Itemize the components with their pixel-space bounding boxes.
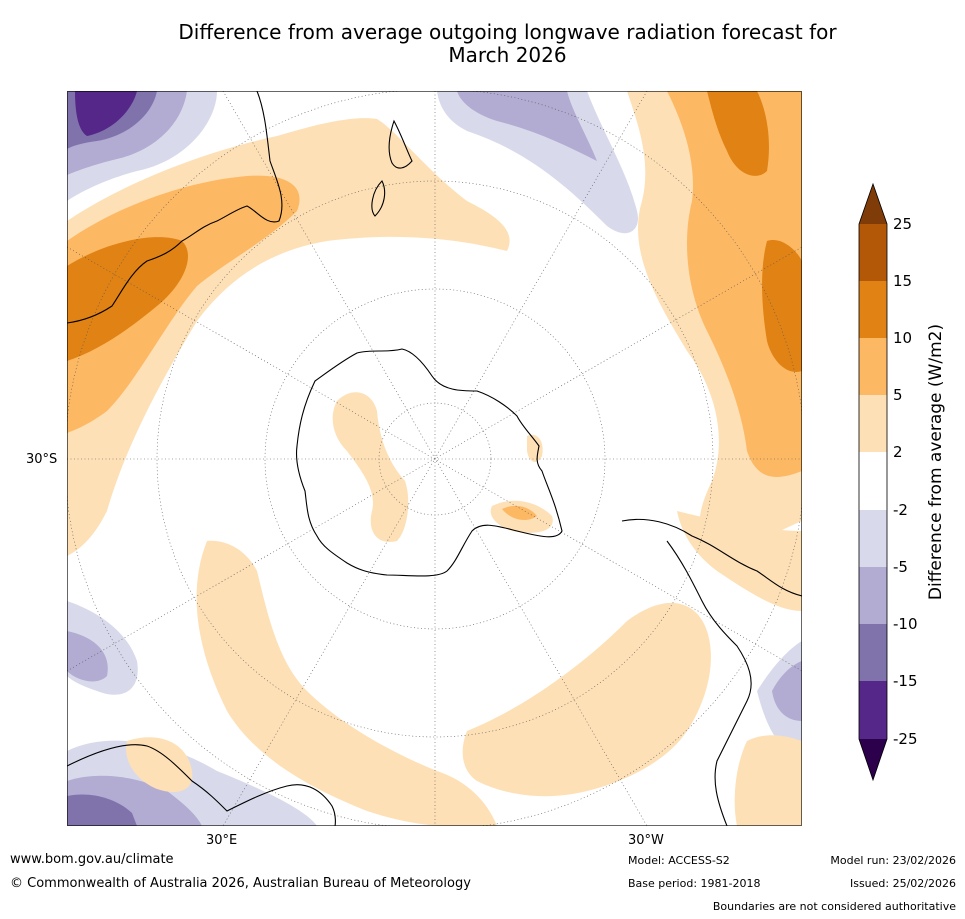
colorbar-band <box>859 281 887 338</box>
copyright-text: © Commonwealth of Australia 2026, Austra… <box>10 876 471 891</box>
anomaly-region <box>772 661 802 721</box>
anomaly-region <box>67 794 137 826</box>
colorbar-band <box>859 224 887 281</box>
south-america-coastline <box>621 518 802 597</box>
anomaly-region <box>457 91 597 161</box>
model-text: Model: ACCESS-S2 <box>628 854 730 867</box>
coastlines <box>67 91 802 826</box>
anomaly-region <box>667 91 802 477</box>
colorbar-tick-label: -5 <box>893 558 908 576</box>
anomaly-region <box>734 735 802 826</box>
colorbar-extend-top <box>859 184 887 224</box>
colorbar-band <box>859 452 887 510</box>
colorbar-tick-label: 5 <box>893 386 903 404</box>
latitude-label: 30°S <box>26 452 58 467</box>
graticule <box>67 91 802 826</box>
colorbar-band <box>859 624 887 681</box>
colorbar-band <box>859 338 887 395</box>
base-period-text: Base period: 1981-2018 <box>628 877 761 890</box>
anomaly-region <box>126 737 193 792</box>
antarctica-coastline <box>295 348 563 577</box>
colorbar-band <box>859 510 887 567</box>
map-border <box>67 91 802 826</box>
anomaly-region <box>527 434 543 463</box>
anomaly-region <box>67 175 300 433</box>
colorbar-tick-label: 2 <box>893 443 903 461</box>
website-link[interactable]: www.bom.gov.au/climate <box>10 852 174 867</box>
anomaly-region <box>707 91 769 176</box>
colorbar-tick-label: -2 <box>893 501 908 519</box>
colorbar-tick-label: 10 <box>893 329 913 347</box>
anomaly-region <box>677 511 802 611</box>
colorbar-band <box>859 681 887 739</box>
colorbar-tick-label: -25 <box>893 730 918 748</box>
anomaly-region <box>502 505 537 521</box>
colorbar-label: Difference from average (W/m2) <box>926 323 946 601</box>
longitude-label-east: 30°E <box>206 833 238 848</box>
anomaly-region <box>75 91 137 136</box>
polar-map <box>67 91 802 826</box>
south-america-coastline <box>666 540 752 826</box>
title-line-2: March 2026 <box>448 43 567 67</box>
anomaly-region <box>462 602 711 797</box>
anomaly-region <box>67 237 188 361</box>
anomaly-region <box>196 540 497 826</box>
colorbar <box>858 182 888 782</box>
colorbar-band <box>859 567 887 624</box>
anomaly-region <box>762 240 802 372</box>
disclaimer-text: Boundaries are not considered authoritat… <box>712 900 956 913</box>
colorbar-band <box>859 395 887 452</box>
model-run-text: Model run: 23/02/2026 <box>830 854 956 867</box>
africa-coastline <box>67 744 336 826</box>
colorbar-extend-bottom <box>859 739 887 780</box>
title-line-1: Difference from average outgoing longwav… <box>178 20 837 44</box>
colorbar-outline <box>858 182 888 782</box>
colorbar-tick-label: -15 <box>893 672 918 690</box>
australia-coastline <box>67 91 283 324</box>
map-panel <box>67 91 802 826</box>
anomaly-region <box>332 392 409 542</box>
issued-text: Issued: 25/02/2026 <box>849 877 956 890</box>
anomaly-region <box>67 631 108 682</box>
colorbar-tick-label: 25 <box>893 215 913 233</box>
map-title: Difference from average outgoing longwav… <box>60 21 955 67</box>
new-zealand-coastline <box>371 119 413 217</box>
anomaly-region <box>437 91 638 234</box>
colorbar-tick-label: -10 <box>893 615 918 633</box>
longitude-label-west: 30°W <box>628 833 664 848</box>
colorbar-tick-label: 15 <box>893 272 913 290</box>
